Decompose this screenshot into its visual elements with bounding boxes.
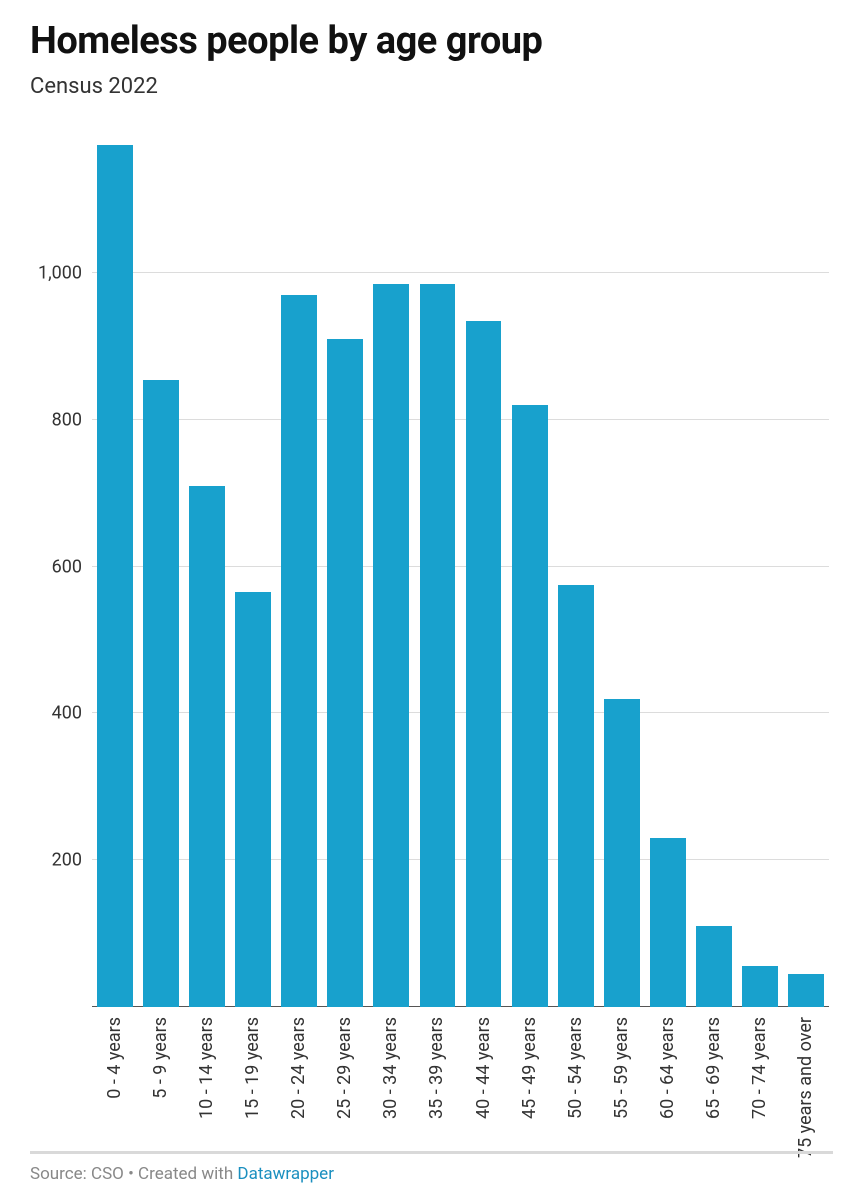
- bar: [235, 592, 271, 1006]
- chart-footer: Source: CSO • Created with Datawrapper: [30, 1151, 833, 1184]
- footer-separator: •: [124, 1164, 138, 1184]
- bar: [696, 926, 732, 1007]
- bar-slot: [230, 127, 276, 1007]
- bar-slot: [322, 127, 368, 1007]
- x-axis-category-label: 10 - 14 years: [198, 1017, 216, 1119]
- bar: [420, 284, 456, 1006]
- x-axis-labels: 0 - 4 years 5 - 9 years 10 - 14 years 15 - …: [92, 1017, 829, 1158]
- bar-slot: [276, 127, 322, 1007]
- x-axis-category-label: 60 - 64 years: [659, 1017, 677, 1119]
- bar: [650, 838, 686, 1007]
- bar-slot: [737, 127, 783, 1007]
- y-axis-label: 800: [52, 410, 82, 431]
- x-axis-category-label: 75 years and over: [797, 1017, 815, 1158]
- bar-slot: [368, 127, 414, 1007]
- x-axis-category-label: 70 - 74 years: [751, 1017, 769, 1119]
- bar: [281, 295, 317, 1006]
- chart-subtitle: Census 2022: [30, 74, 833, 99]
- x-axis-category-label: 20 - 24 years: [290, 1017, 308, 1119]
- bar: [97, 145, 133, 1007]
- bar: [604, 699, 640, 1007]
- datawrapper-link[interactable]: Datawrapper: [237, 1164, 334, 1184]
- bar-slot: [783, 127, 829, 1007]
- bar: [558, 585, 594, 1007]
- x-axis-category-label: 30 - 34 years: [382, 1017, 400, 1119]
- bar: [742, 966, 778, 1006]
- y-axis-label: 600: [52, 556, 82, 577]
- y-axis-label: 1,000: [38, 263, 82, 284]
- bar-slot: [553, 127, 599, 1007]
- y-axis-label: 400: [52, 703, 82, 724]
- bar: [373, 284, 409, 1006]
- bar: [466, 321, 502, 1007]
- bar-slot: [138, 127, 184, 1007]
- bar-slot: [414, 127, 460, 1007]
- x-axis-category-label: 40 - 44 years: [475, 1017, 493, 1119]
- y-axis-label: 200: [52, 850, 82, 871]
- bar-series: [92, 127, 829, 1007]
- created-with-prefix: Created with: [138, 1164, 237, 1184]
- source-prefix: Source:: [30, 1164, 91, 1184]
- x-axis-category-label: 25 - 29 years: [336, 1017, 354, 1119]
- x-axis-category-label: 55 - 59 years: [613, 1017, 631, 1119]
- bar-slot: [461, 127, 507, 1007]
- bar: [143, 380, 179, 1007]
- bar-slot: [507, 127, 553, 1007]
- x-axis-category-label: 45 - 49 years: [521, 1017, 539, 1119]
- bar: [788, 974, 824, 1007]
- bar: [512, 405, 548, 1006]
- x-axis-category-label: 35 - 39 years: [428, 1017, 446, 1119]
- x-axis-category-label: 0 - 4 years: [106, 1017, 124, 1099]
- bar-slot: [184, 127, 230, 1007]
- x-axis-category-label: 5 - 9 years: [152, 1017, 170, 1099]
- bar: [327, 339, 363, 1006]
- bar-slot: [645, 127, 691, 1007]
- x-axis-category-label: 65 - 69 years: [705, 1017, 723, 1119]
- x-axis-category-label: 15 - 19 years: [244, 1017, 262, 1119]
- chart-title: Homeless people by age group: [30, 20, 833, 64]
- bar: [189, 486, 225, 1007]
- bar-slot: [92, 127, 138, 1007]
- bar-slot: [691, 127, 737, 1007]
- bar-slot: [599, 127, 645, 1007]
- x-axis-category-label: 50 - 54 years: [567, 1017, 585, 1119]
- chart-plot-area: 2004006008001,000: [92, 127, 829, 1007]
- source-name: CSO: [91, 1164, 124, 1184]
